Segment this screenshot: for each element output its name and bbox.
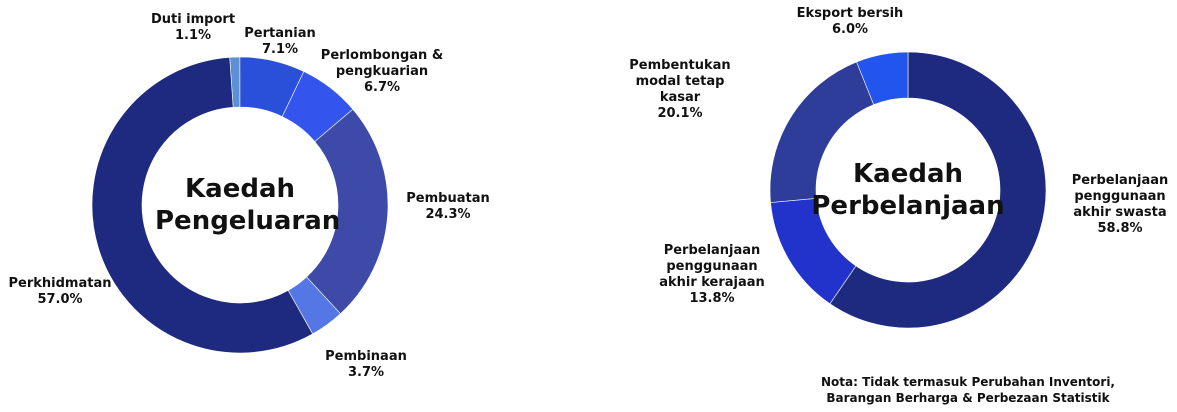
slice-label: Pertanian 7.1% [235, 26, 325, 58]
slice-name: Eksport bersih [796, 6, 904, 21]
slice-value: 1.1% [174, 28, 212, 43]
center-label: Kaedah Pengeluaran [155, 174, 341, 236]
slice-label: Perkhidmatan 57.0% [5, 276, 115, 308]
slice-label: Perlombongan & pengkuarian 6.7% [312, 48, 452, 96]
slice-name: Perkhidmatan [8, 276, 112, 291]
slice-value: 6.0% [831, 22, 869, 37]
slice-value: 3.7% [347, 365, 385, 380]
slice-label: Pembuatan 24.3% [398, 191, 498, 223]
slice-label: Eksport bersih 6.0% [795, 6, 905, 38]
slice-name: Pertanian [244, 26, 316, 41]
slice-value: 24.3% [425, 207, 471, 222]
slice-value: 58.8% [1097, 221, 1143, 236]
slice-name: Perbelanjaan penggunaan akhir swasta [1071, 173, 1169, 220]
center-label: Kaedah Perbelanjaan [811, 159, 1005, 221]
slice-name: Perlombongan & pengkuarian [320, 48, 444, 79]
slice-name: Pembuatan [406, 191, 490, 206]
slice-name: Pembentukan modal tetap kasar [629, 58, 731, 105]
slice-label: Pembinaan 3.7% [316, 349, 416, 381]
annotation: Nota: Tidak termasuk Perubahan Inventori… [820, 375, 1115, 405]
slice-label: Pembentukan modal tetap kasar 20.1% [625, 58, 735, 122]
slice-value: 6.7% [363, 80, 401, 95]
slice-name: Pembinaan [325, 349, 407, 364]
slice-label: Perbelanjaan penggunaan akhir kerajaan 13… [647, 243, 777, 307]
slice-value: 7.1% [261, 42, 299, 57]
slice-name: Duti import [150, 12, 236, 27]
donut-slice [91, 57, 314, 354]
donut-slice [829, 51, 1047, 329]
slice-value: 13.8% [689, 291, 735, 306]
slice-label: Perbelanjaan penggunaan akhir swasta 58.8… [1065, 173, 1175, 237]
slice-label: Duti import 1.1% [148, 12, 238, 44]
slice-value: 20.1% [657, 106, 703, 121]
donut-slice [856, 51, 909, 106]
slice-name: Perbelanjaan penggunaan akhir kerajaan [659, 243, 765, 290]
slice-value: 57.0% [37, 292, 83, 307]
